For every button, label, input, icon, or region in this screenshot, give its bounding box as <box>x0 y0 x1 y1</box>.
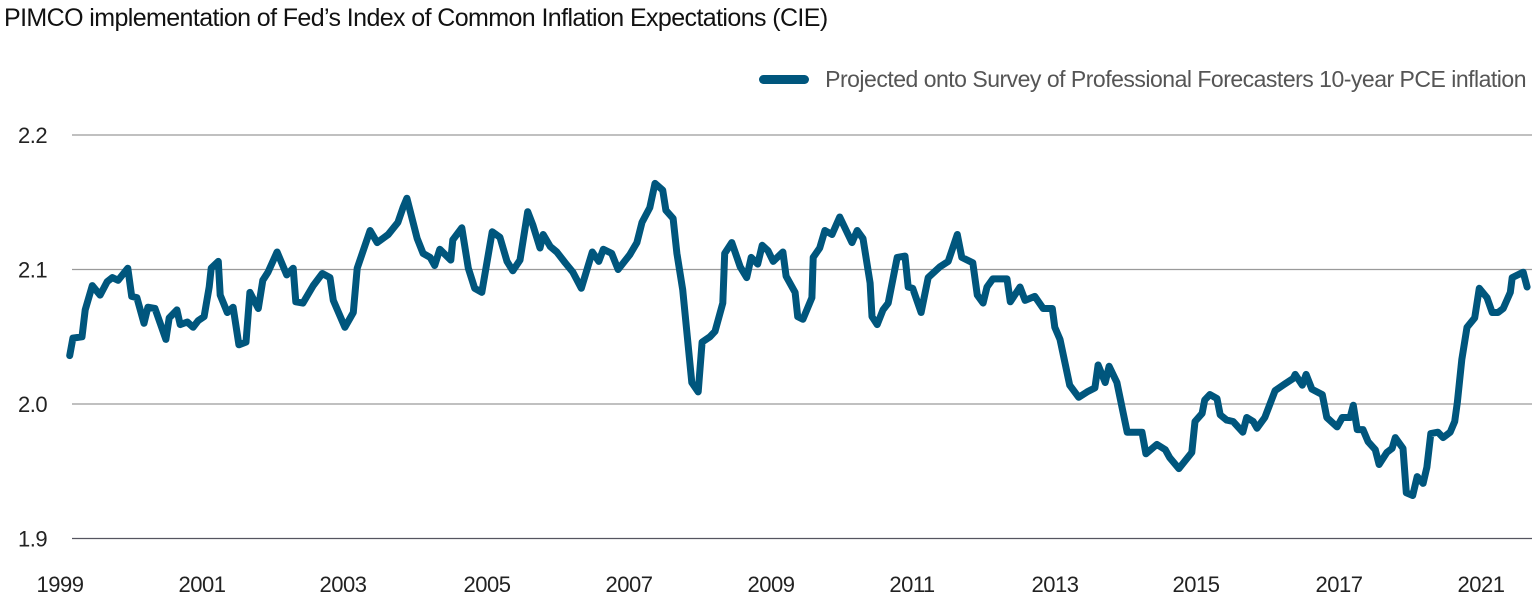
x-tick-label: 2007 <box>606 572 653 597</box>
x-tick-label: 2001 <box>179 572 226 597</box>
x-tick-label: 2021 <box>1458 572 1505 597</box>
y-axis-ticks: 2.2 2.1 2.0 1.9 <box>18 123 48 552</box>
x-tick-label: 2015 <box>1173 572 1220 597</box>
y-tick-label: 2.0 <box>18 392 47 417</box>
y-tick-label: 1.9 <box>18 527 47 552</box>
legend-swatch <box>759 75 810 84</box>
x-tick-label: 2009 <box>748 572 795 597</box>
x-tick-label: 2013 <box>1032 572 1079 597</box>
x-axis-ticks: 1999 2001 2003 2005 2007 2009 2011 2013 2015 2017… <box>37 572 1506 597</box>
x-tick-label: 2005 <box>464 572 511 597</box>
legend: Projected onto Survey of Professional Fo… <box>759 66 1526 93</box>
y-tick-label: 2.1 <box>18 258 47 283</box>
legend-label: Projected onto Survey of Professional Fo… <box>825 66 1526 92</box>
series-line <box>66 179 1531 499</box>
series-layer <box>66 179 1531 499</box>
x-tick-label: 1999 <box>37 572 84 597</box>
chart-title: PIMCO implementation of Fed’s Index of C… <box>4 4 828 32</box>
x-tick-label: 2011 <box>889 572 935 597</box>
x-tick-label: 2017 <box>1316 572 1363 597</box>
x-tick-label: 2003 <box>320 572 367 597</box>
y-tick-label: 2.2 <box>18 123 47 148</box>
gridlines <box>72 134 1532 540</box>
